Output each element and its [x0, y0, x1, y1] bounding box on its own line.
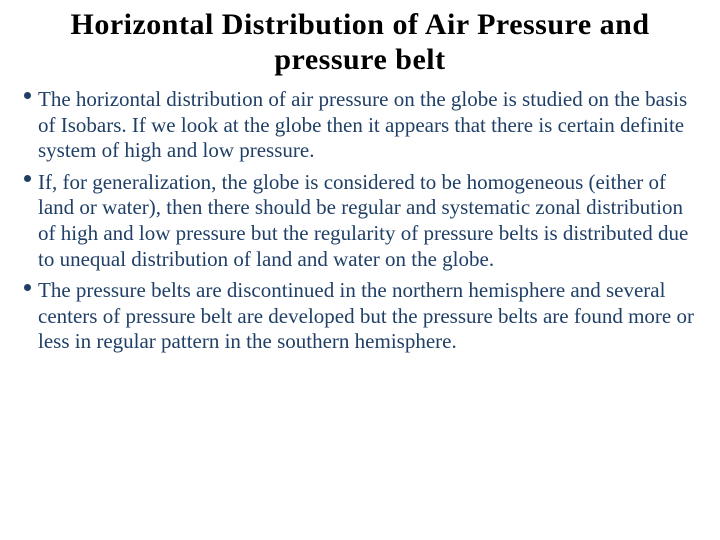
bullet-icon: [24, 175, 31, 182]
slide-title: Horizontal Distribution of Air Pressure …: [24, 8, 696, 77]
list-item: The pressure belts are discontinued in t…: [24, 278, 696, 355]
list-item: If, for generalization, the globe is con…: [24, 170, 696, 272]
slide: Horizontal Distribution of Air Pressure …: [0, 0, 720, 540]
bullet-text: If, for generalization, the globe is con…: [38, 170, 696, 272]
bullet-list: The horizontal distribution of air press…: [24, 87, 696, 355]
bullet-text: The pressure belts are discontinued in t…: [38, 278, 696, 355]
bullet-text: The horizontal distribution of air press…: [38, 87, 696, 164]
bullet-icon: [24, 284, 31, 291]
list-item: The horizontal distribution of air press…: [24, 87, 696, 164]
bullet-icon: [24, 92, 31, 99]
